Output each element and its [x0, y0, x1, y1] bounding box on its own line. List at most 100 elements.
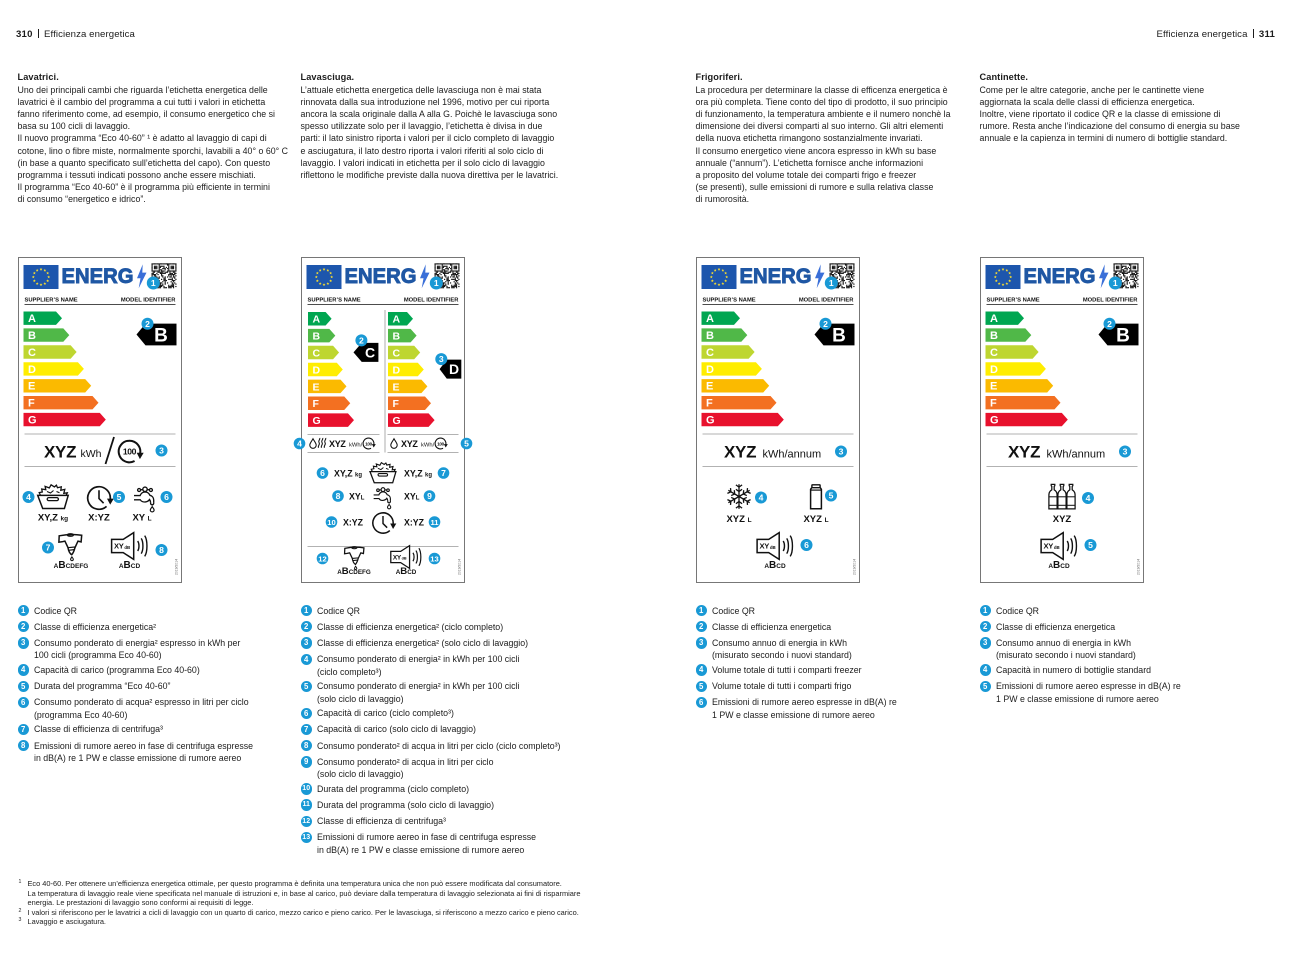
- svg-text:SUPPLIER’S NAME: SUPPLIER’S NAME: [307, 298, 360, 304]
- svg-text:XYL: XYL: [349, 492, 365, 502]
- svg-text:XYZ: XYZ: [401, 439, 418, 449]
- svg-text:G: G: [706, 415, 715, 427]
- svg-text:11: 11: [430, 518, 439, 527]
- svg-text:MODEL IDENTIFIER: MODEL IDENTIFIER: [403, 298, 458, 304]
- svg-text:kWh: kWh: [80, 448, 101, 460]
- svg-text:XYZ: XYZ: [1008, 443, 1040, 462]
- svg-text:7: 7: [45, 543, 50, 553]
- svg-text:XYZ: XYZ: [329, 439, 346, 449]
- svg-text:kWh/annum: kWh/annum: [762, 449, 821, 461]
- svg-text:XYL: XYL: [404, 492, 420, 502]
- svg-text:6: 6: [804, 540, 809, 550]
- svg-text:100: 100: [122, 447, 136, 457]
- svg-text:A: A: [392, 314, 400, 326]
- svg-text:XYZ: XYZ: [44, 443, 76, 462]
- svg-text:dB: dB: [1053, 545, 1059, 550]
- svg-text:B: B: [832, 325, 846, 346]
- svg-text:X:YZ: X:YZ: [404, 518, 425, 528]
- svg-text:F: F: [706, 398, 713, 410]
- svg-text:12: 12: [318, 555, 326, 564]
- svg-text:kWh/: kWh/: [421, 443, 435, 449]
- svg-text:MODEL IDENTIFIER: MODEL IDENTIFIER: [1082, 298, 1137, 304]
- svg-text:C: C: [364, 344, 374, 360]
- svg-text:G: G: [312, 415, 320, 427]
- svg-text:F: F: [392, 398, 399, 410]
- svg-text:C: C: [312, 347, 320, 359]
- svg-text:ENERG: ENERG: [344, 264, 416, 288]
- svg-text:kWh/annum: kWh/annum: [1046, 449, 1105, 461]
- svg-text:100: 100: [365, 441, 373, 446]
- svg-text:E: E: [28, 381, 35, 393]
- svg-text:ABCD: ABCD: [395, 566, 416, 577]
- svg-text:7: 7: [441, 468, 446, 478]
- svg-text:E: E: [392, 381, 399, 393]
- svg-text:A: A: [312, 314, 320, 326]
- svg-text:2019/2014: 2019/2014: [174, 559, 178, 575]
- svg-text:C: C: [392, 347, 400, 359]
- svg-text:A: A: [990, 313, 998, 325]
- svg-text:D: D: [28, 364, 36, 376]
- svg-text:3: 3: [438, 354, 443, 364]
- svg-text:3: 3: [159, 446, 164, 456]
- svg-text:XY,Z kg: XY,Z kg: [404, 469, 432, 479]
- svg-text:5: 5: [1088, 540, 1093, 550]
- svg-text:XY: XY: [392, 554, 401, 561]
- svg-text:E: E: [990, 381, 997, 393]
- svg-text:B: B: [706, 330, 714, 342]
- svg-text:XYZ L: XYZ L: [726, 514, 751, 525]
- svg-text:5: 5: [464, 439, 469, 449]
- svg-text:2: 2: [359, 335, 364, 345]
- svg-text:C: C: [28, 347, 36, 359]
- svg-text:MODEL IDENTIFIER: MODEL IDENTIFIER: [120, 298, 175, 304]
- svg-text:dB: dB: [124, 545, 130, 550]
- svg-text:A: A: [706, 313, 714, 325]
- svg-text:kWh/: kWh/: [349, 443, 363, 449]
- svg-text:1: 1: [1112, 278, 1117, 288]
- svg-text:D: D: [990, 364, 998, 376]
- svg-text:ABCD: ABCD: [764, 560, 786, 571]
- svg-text:13: 13: [430, 555, 438, 564]
- svg-text:C: C: [706, 347, 714, 359]
- svg-text:D: D: [706, 364, 714, 376]
- svg-text:3: 3: [838, 447, 843, 457]
- svg-text:B: B: [1116, 325, 1130, 346]
- svg-text:XY L: XY L: [132, 513, 151, 524]
- svg-text:8: 8: [159, 545, 164, 555]
- svg-text:2: 2: [145, 319, 150, 329]
- svg-text:1: 1: [433, 278, 438, 288]
- svg-text:10: 10: [327, 518, 335, 527]
- svg-text:D: D: [448, 361, 458, 377]
- svg-text:G: G: [392, 415, 400, 427]
- svg-text:6: 6: [164, 492, 169, 502]
- svg-text:XY,Z kg: XY,Z kg: [334, 469, 362, 479]
- svg-text:5: 5: [116, 492, 121, 502]
- svg-text:100: 100: [437, 441, 445, 446]
- svg-text:X:YZ: X:YZ: [88, 513, 110, 524]
- svg-text:XYZ: XYZ: [724, 443, 756, 462]
- svg-text:ENERG: ENERG: [61, 264, 133, 288]
- svg-text:ABCD: ABCD: [118, 560, 140, 571]
- svg-text:XYZ: XYZ: [1052, 514, 1071, 525]
- svg-text:ABCDEFG: ABCDEFG: [53, 560, 88, 571]
- svg-text:B: B: [312, 331, 320, 343]
- svg-text:MODEL IDENTIFIER: MODEL IDENTIFIER: [798, 298, 853, 304]
- svg-text:F: F: [28, 398, 35, 410]
- svg-text:SUPPLIER’S NAME: SUPPLIER’S NAME: [702, 298, 755, 304]
- svg-text:A: A: [28, 313, 36, 325]
- svg-text:XY: XY: [114, 542, 124, 551]
- svg-text:2: 2: [823, 319, 828, 329]
- svg-text:F: F: [312, 398, 319, 410]
- svg-text:dB: dB: [401, 556, 406, 560]
- svg-text:G: G: [990, 415, 999, 427]
- svg-text:4: 4: [1085, 493, 1090, 503]
- svg-text:D: D: [392, 364, 400, 376]
- svg-text:2019/2014: 2019/2014: [1136, 559, 1140, 575]
- svg-text:3: 3: [1122, 447, 1127, 457]
- svg-text:B: B: [990, 330, 998, 342]
- svg-text:SUPPLIER’S NAME: SUPPLIER’S NAME: [24, 298, 77, 304]
- svg-text:5: 5: [828, 491, 833, 501]
- svg-text:C: C: [990, 347, 998, 359]
- svg-text:ABCDEFG: ABCDEFG: [337, 566, 371, 577]
- svg-text:2019/2014: 2019/2014: [852, 559, 856, 575]
- svg-text:1: 1: [828, 278, 833, 288]
